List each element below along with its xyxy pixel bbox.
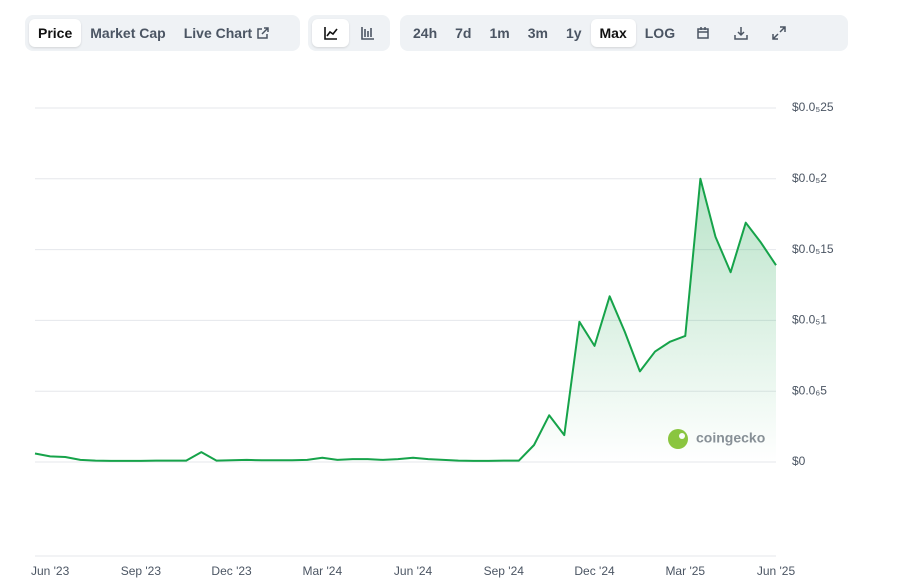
tab-label: Market Cap bbox=[90, 25, 166, 41]
tab-button[interactable]: Market Cap bbox=[81, 19, 174, 47]
icon-button[interactable] bbox=[722, 19, 760, 47]
icon-button[interactable] bbox=[684, 19, 722, 47]
x-tick-label: Jun '24 bbox=[394, 564, 433, 578]
tab-label: 7d bbox=[455, 25, 472, 41]
y-tick-label: $0.0₅15 bbox=[792, 242, 834, 256]
y-tick-label: $0.0₆5 bbox=[792, 383, 827, 397]
x-tick-label: Dec '24 bbox=[574, 564, 615, 578]
tab-button[interactable]: 3m bbox=[519, 19, 557, 47]
y-tick-label: $0.0₅2 bbox=[792, 171, 827, 185]
tab-label: 3m bbox=[527, 25, 548, 41]
tab-button[interactable]: 24h bbox=[404, 19, 446, 47]
tab-label: Live Chart bbox=[183, 25, 253, 41]
x-tick-label: Mar '25 bbox=[665, 564, 705, 578]
candle-chart-button[interactable] bbox=[349, 19, 386, 47]
tab-button[interactable]: Max bbox=[590, 19, 636, 47]
line-chart-button[interactable] bbox=[312, 19, 349, 47]
price-area bbox=[35, 178, 776, 463]
tab-button[interactable]: 1m bbox=[480, 19, 518, 47]
range-tabs: 24h 7d 1m 3m 1y Max LOG bbox=[400, 15, 848, 51]
icon bbox=[734, 27, 748, 40]
tab-button[interactable]: 1y bbox=[557, 19, 591, 47]
price-line bbox=[34, 177, 777, 462]
y-tick-label: $0 bbox=[792, 454, 806, 468]
x-tick-label: Jun '23 bbox=[31, 564, 70, 578]
icon bbox=[360, 27, 374, 40]
tab-label: Max bbox=[599, 25, 627, 41]
icon bbox=[323, 27, 338, 40]
chart-style-tabs bbox=[308, 15, 390, 51]
x-tick-label: Sep '24 bbox=[484, 564, 525, 578]
view-tabs: Price Market Cap Live Chart bbox=[25, 15, 300, 51]
y-tick-label: $0.0₅25 bbox=[792, 100, 834, 114]
x-tick-label: Mar '24 bbox=[303, 564, 343, 578]
tab-button[interactable]: LOG bbox=[636, 19, 684, 47]
y-tick-label: $0.0₅1 bbox=[792, 313, 827, 327]
tab-button[interactable]: 7d bbox=[446, 19, 480, 47]
tab-label: Price bbox=[38, 25, 73, 41]
icon bbox=[697, 27, 709, 39]
external-icon bbox=[257, 26, 269, 39]
x-tick-label: Dec '23 bbox=[211, 564, 252, 578]
tab-label: LOG bbox=[644, 25, 676, 41]
tab-label: 1m bbox=[489, 25, 510, 41]
icon-button[interactable] bbox=[760, 19, 798, 47]
tab-label: 1y bbox=[565, 25, 582, 41]
icon bbox=[772, 26, 786, 40]
x-tick-label: Jun '25 bbox=[757, 564, 796, 578]
tab-label: 24h bbox=[413, 25, 438, 41]
tab-button[interactable]: Live Chart bbox=[175, 19, 278, 47]
x-tick-label: Sep '23 bbox=[121, 564, 162, 578]
tab-button[interactable]: Price bbox=[29, 19, 82, 47]
